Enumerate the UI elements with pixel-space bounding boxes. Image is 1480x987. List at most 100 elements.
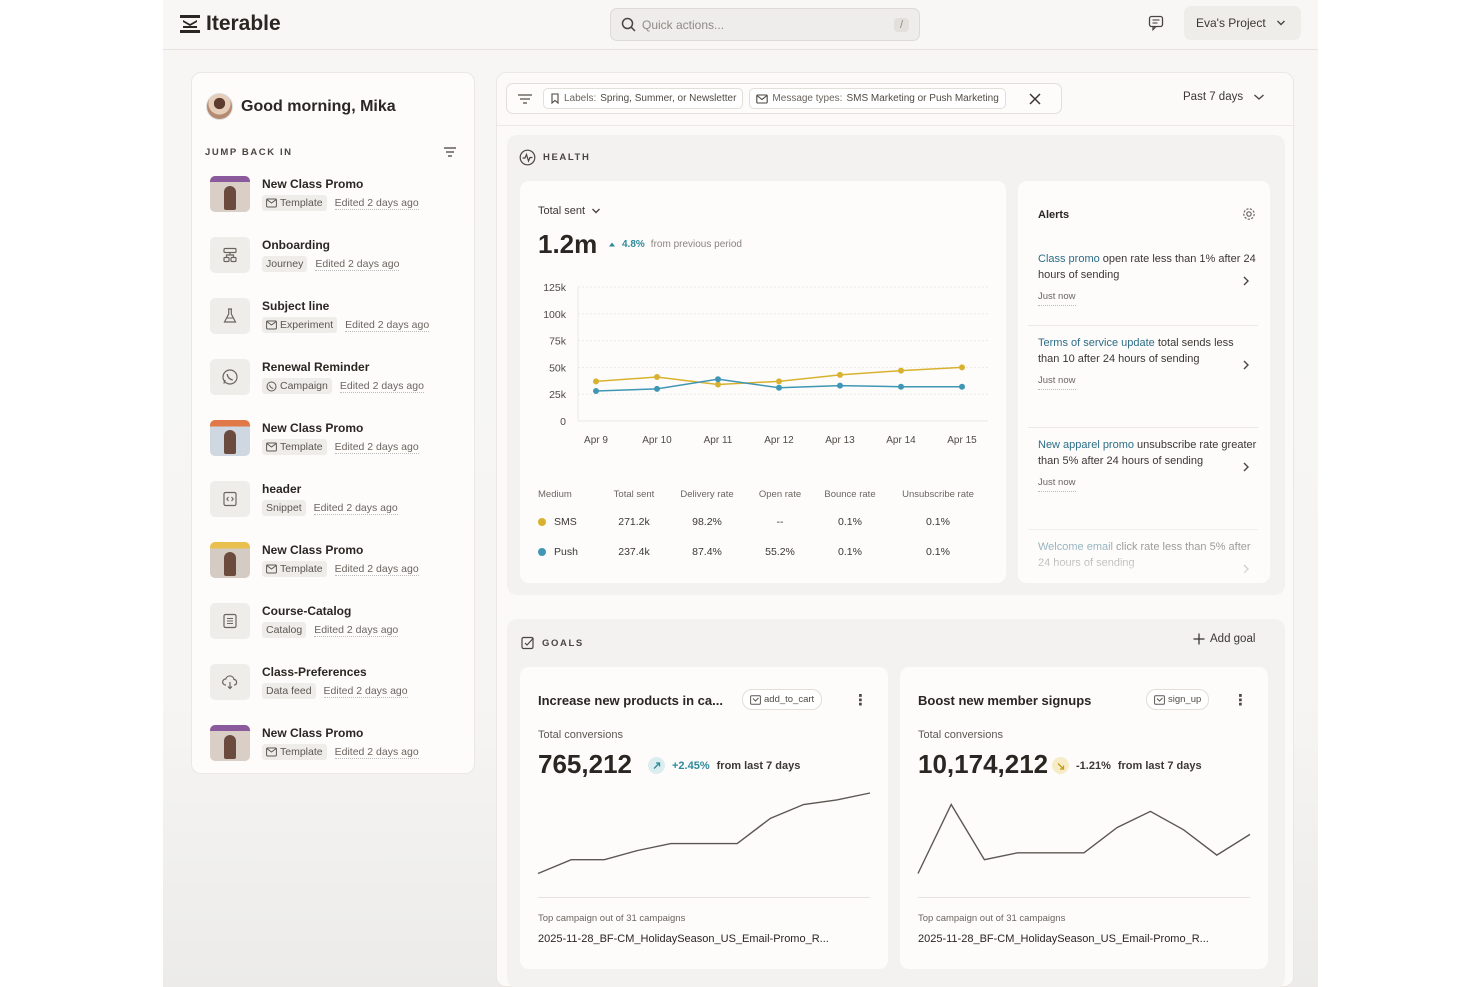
list-item[interactable]: header Snippet Edited 2 days ago xyxy=(210,476,460,537)
item-meta: Data feed Edited 2 days ago xyxy=(262,683,408,699)
goal-card[interactable]: Increase new products in ca... add_to_car… xyxy=(520,667,888,969)
list-item[interactable]: Renewal Reminder Campaign Edited 2 days ag… xyxy=(210,354,460,415)
labels-filter-chip[interactable]: Labels: Spring, Summer, or Newsletter xyxy=(543,88,744,109)
data-point[interactable] xyxy=(654,385,660,392)
data-point[interactable] xyxy=(837,382,843,389)
data-point[interactable] xyxy=(959,383,965,390)
template-icon xyxy=(266,564,277,574)
data-point[interactable] xyxy=(593,378,599,385)
alert-description: unsubscribe rate greater than 5% after 2… xyxy=(1038,439,1257,467)
logo[interactable]: Iterable xyxy=(180,12,281,36)
item-meta: Journey Edited 2 days ago xyxy=(262,256,400,272)
gear-icon[interactable] xyxy=(1242,207,1256,221)
alert-link[interactable]: New apparel promo xyxy=(1038,439,1134,451)
total-sent-delta: 4.8% from previous period xyxy=(608,239,742,250)
project-switcher[interactable]: Eva's Project xyxy=(1184,6,1301,40)
data-point[interactable] xyxy=(776,378,782,385)
clear-filters-icon[interactable] xyxy=(1024,92,1044,106)
scroll-fade xyxy=(1018,521,1270,583)
health-label: HEALTH xyxy=(519,149,590,166)
alert-item[interactable]: New apparel promo unsubscribe rate great… xyxy=(1038,437,1258,492)
x-tick-label: Apr 9 xyxy=(584,435,608,446)
list-item[interactable]: Onboarding Journey Edited 2 days ago xyxy=(210,232,460,293)
alert-item[interactable]: Class promo open rate less than 1% after… xyxy=(1038,251,1258,306)
item-title: header xyxy=(262,482,302,496)
list-item[interactable]: Class-Preferences Data feed Edited 2 days … xyxy=(210,659,460,720)
alert-description: open rate less than 1% after 24 hours of… xyxy=(1038,253,1256,281)
template-thumbnail xyxy=(210,420,250,456)
goal-delta-note: from last 7 days xyxy=(1117,759,1202,772)
search-input[interactable] xyxy=(642,17,888,32)
item-type: Catalog xyxy=(266,624,303,636)
item-title: Subject line xyxy=(262,299,330,313)
list-item[interactable]: Course-Catalog Catalog Edited 2 days ago xyxy=(210,598,460,659)
series-dot xyxy=(538,518,546,526)
data-point[interactable] xyxy=(654,374,660,381)
search-icon xyxy=(621,17,636,32)
envelope-icon xyxy=(756,93,769,104)
alert-link[interactable]: Class promo xyxy=(1038,253,1100,265)
event-badge[interactable]: add_to_cart xyxy=(742,689,823,710)
data-point[interactable] xyxy=(776,384,782,391)
unsub-cell: 0.1% xyxy=(926,546,950,558)
data-point[interactable] xyxy=(898,383,904,390)
top-campaign-name[interactable]: 2025-11-28_BF-CM_HolidaySeason_US_Email-… xyxy=(918,933,1209,945)
alert-item[interactable]: Terms of service update total sends less… xyxy=(1038,335,1258,390)
list-item[interactable]: New Class Promo Template Edited 2 days ago xyxy=(210,171,460,232)
alert-description: total sends less than 10 after 24 hours … xyxy=(1038,337,1234,365)
goal-delta-note: from last 7 days xyxy=(716,759,801,772)
trend-line xyxy=(537,792,871,875)
list-item[interactable]: New Class Promo Template Edited 2 days ago xyxy=(210,415,460,476)
item-edited: Edited 2 days ago xyxy=(334,562,419,576)
event-badge[interactable]: sign_up xyxy=(1146,689,1210,710)
more-options-icon[interactable]: ⋮ xyxy=(1233,692,1248,709)
template-icon xyxy=(266,198,277,208)
item-type: Journey xyxy=(266,258,304,270)
alert-link[interactable]: Terms of service update xyxy=(1038,337,1155,349)
list-item[interactable]: Subject line Experiment Edited 2 days ago xyxy=(210,293,460,354)
message-types-filter-chip[interactable]: Message types: SMS Marketing or Push Mar… xyxy=(749,88,1006,109)
filter-icon[interactable] xyxy=(513,90,537,108)
metric-select[interactable]: Total sent xyxy=(538,205,601,217)
data-point[interactable] xyxy=(715,381,721,388)
add-goal-button[interactable]: Add goal xyxy=(1193,633,1255,645)
list-item[interactable]: New Class Promo Template Edited 2 days ago xyxy=(210,537,460,598)
data-point[interactable] xyxy=(715,376,721,383)
alert-time: Just now xyxy=(1038,373,1076,390)
more-options-icon[interactable]: ⋮ xyxy=(853,692,868,709)
item-type-tag: Template xyxy=(262,744,327,760)
column-header: Open rate xyxy=(758,488,802,500)
list-item[interactable]: New Class Promo Template Edited 2 days ago xyxy=(210,720,460,781)
datafeed-icon xyxy=(210,664,250,700)
avatar[interactable] xyxy=(206,93,233,120)
item-meta: Campaign Edited 2 days ago xyxy=(262,378,424,394)
chevron-right-icon xyxy=(1243,276,1249,286)
item-type: Campaign xyxy=(280,380,328,392)
iterable-logo-icon xyxy=(180,15,200,33)
filter-icon[interactable] xyxy=(443,146,457,158)
item-edited: Edited 2 days ago xyxy=(334,196,419,210)
item-type: Template xyxy=(280,746,323,758)
top-campaign-name[interactable]: 2025-11-28_BF-CM_HolidaySeason_US_Email-… xyxy=(538,933,829,945)
data-point[interactable] xyxy=(593,387,599,394)
column-header: Unsubscribe rate xyxy=(902,488,974,500)
bounce-cell: 0.1% xyxy=(838,516,862,528)
event-name: sign_up xyxy=(1168,694,1202,705)
divider xyxy=(918,897,1250,898)
data-point[interactable] xyxy=(898,367,904,374)
table-row: SMS 271.2k 98.2% -- 0.1% 0.1% xyxy=(538,507,990,537)
journey-icon xyxy=(210,237,250,273)
total-sent-value: 1.2m xyxy=(538,229,598,259)
goal-card[interactable]: Boost new member signups sign_up ⋮ Total co… xyxy=(900,667,1268,969)
data-point[interactable] xyxy=(959,364,965,371)
data-point[interactable] xyxy=(837,371,843,378)
period-select[interactable]: Past 7 days xyxy=(1183,91,1265,103)
quick-actions-search[interactable]: / xyxy=(610,8,920,41)
item-meta: Template Edited 2 days ago xyxy=(262,561,419,577)
alert-text: Terms of service update total sends less… xyxy=(1038,335,1258,367)
item-type: Snippet xyxy=(266,502,302,514)
medium-cell: SMS xyxy=(538,516,600,528)
messages-icon[interactable] xyxy=(1148,14,1166,32)
whatsapp-icon xyxy=(266,381,277,392)
delivery-cell: 87.4% xyxy=(692,546,722,558)
